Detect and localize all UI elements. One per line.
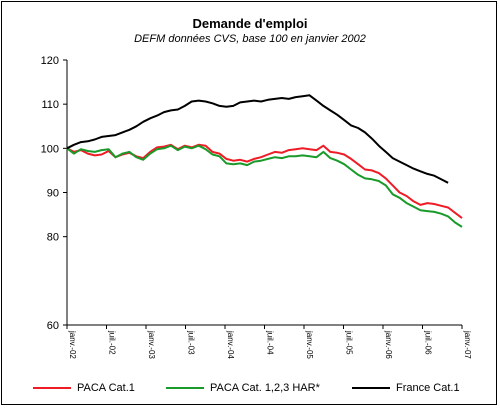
legend-label-paca-cat123: PACA Cat. 1,2,3 HAR* <box>210 382 320 394</box>
x-tick-label: juil.-02 <box>108 330 117 355</box>
chart-subtitle: DEFM données CVS, base 100 en janvier 20… <box>134 33 366 45</box>
x-tick-label: janv.-07 <box>463 330 472 359</box>
legend-swatch-paca-cat1 <box>33 387 71 390</box>
series-line-france-cat-1 <box>66 94 449 184</box>
y-tick-label: 100 <box>41 143 59 155</box>
x-tick-label: janv.-04 <box>226 330 235 359</box>
legend-item-paca-cat123: PACA Cat. 1,2,3 HAR* <box>166 382 320 394</box>
legend-swatch-paca-cat123 <box>166 387 204 390</box>
legend-label-paca-cat1: PACA Cat.1 <box>77 382 135 394</box>
legend-label-france-cat1: France Cat.1 <box>396 382 460 394</box>
x-tick-label: juil.-06 <box>424 330 433 355</box>
y-tick-label: 90 <box>47 188 59 200</box>
x-tick-label: janv.-02 <box>68 330 77 359</box>
legend-item-paca-cat1: PACA Cat.1 <box>33 382 135 394</box>
legend-item-france-cat1: France Cat.1 <box>352 382 460 394</box>
y-tick-label: 110 <box>41 99 59 111</box>
y-tick-label: 60 <box>47 320 59 332</box>
y-tick-label: 120 <box>41 55 59 67</box>
series-line-paca-cat-1-2-3-har <box>66 144 463 228</box>
x-tick-label: juil.-03 <box>187 330 196 355</box>
x-tick-label: janv.-03 <box>147 330 156 359</box>
chart-title: Demande d'emploi <box>192 16 308 31</box>
x-tick-label: juil.-05 <box>345 330 354 355</box>
x-tick-label: juil.-04 <box>266 330 275 355</box>
x-tick-label: janv.-06 <box>384 330 393 359</box>
y-tick-label: 80 <box>47 232 59 244</box>
series-line-paca-cat-1 <box>66 143 463 219</box>
legend-swatch-france-cat1 <box>352 387 390 390</box>
x-tick-label: janv.-05 <box>305 330 314 359</box>
